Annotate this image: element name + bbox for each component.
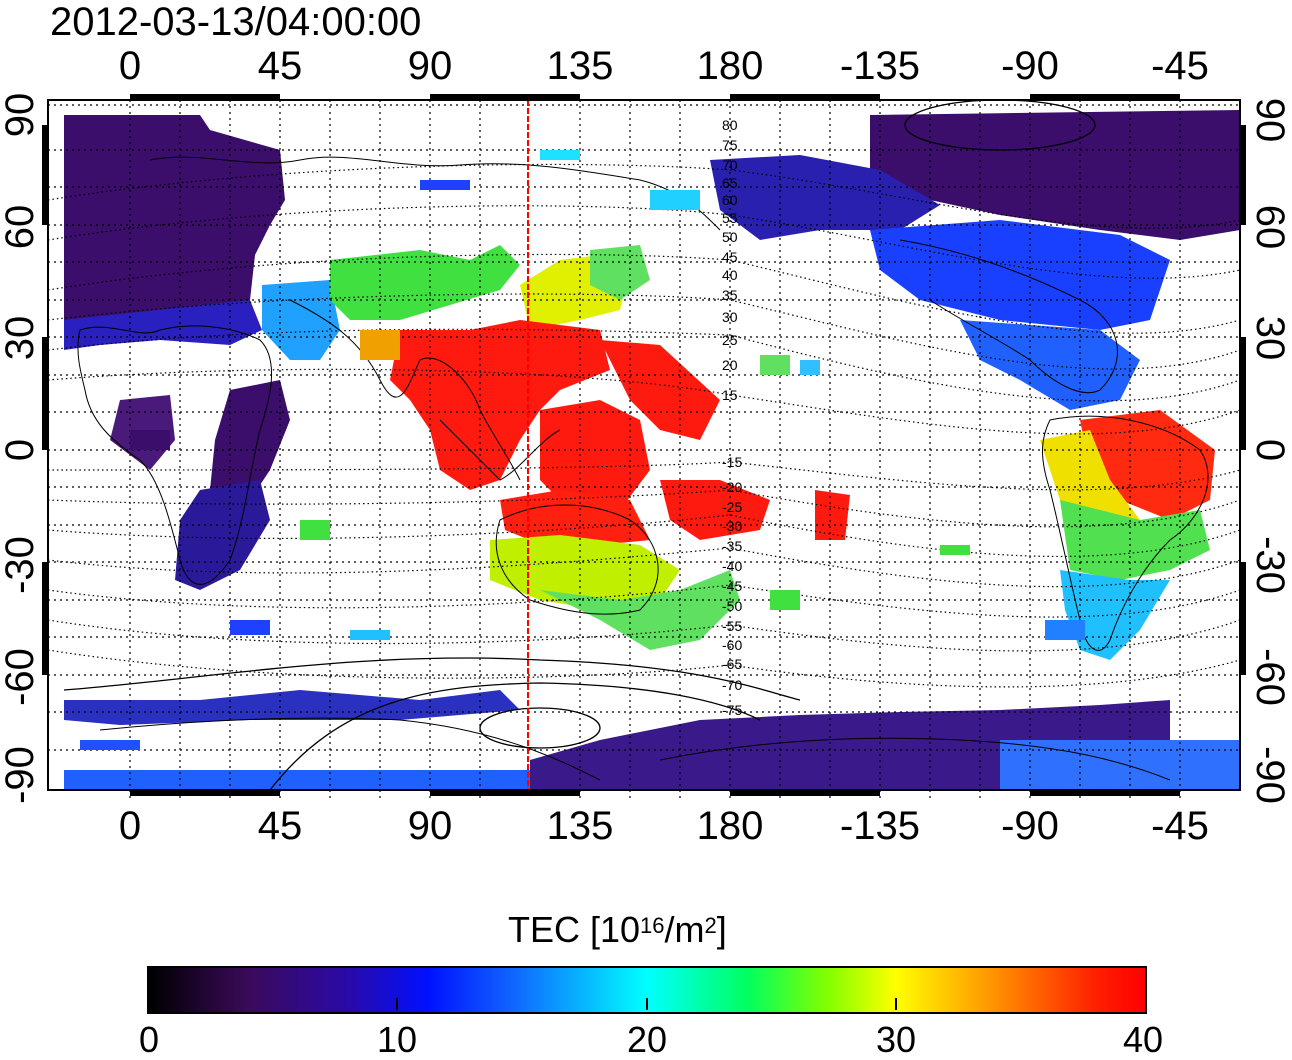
colorbar-title-exp2: 2 [704, 913, 717, 938]
contour-label: 45 [722, 249, 738, 265]
tec-region-south-america-south [1060, 570, 1170, 660]
top-lon-tick: 180 [696, 44, 764, 88]
colorbar-tickmark [895, 998, 897, 1010]
colorbar-tick: 20 [626, 1019, 668, 1060]
colorbar-tick: 10 [376, 1019, 418, 1060]
tec-region-alaska [710, 155, 940, 240]
contour-label: -15 [722, 454, 742, 470]
contour-label: 50 [722, 229, 738, 245]
contour-label: 25 [722, 332, 738, 348]
contour-label: 15 [722, 387, 738, 403]
bottom-lon-tick: -45 [1151, 804, 1209, 848]
tec-region-southern-ocean-east [1000, 740, 1240, 790]
colorbar-tick: 30 [875, 1019, 917, 1060]
contour-label: -70 [722, 677, 742, 693]
contour-label: 40 [722, 267, 738, 283]
top-lon-tick: 135 [546, 44, 614, 88]
colorbar-tick: 0 [138, 1019, 160, 1060]
axis-ticks [42, 94, 1246, 796]
coastlines [77, 156, 1209, 781]
contour-label: -40 [722, 558, 742, 574]
colorbar-title-prefix: TEC [10 [508, 909, 641, 950]
bottom-lon-tick: 45 [257, 804, 303, 848]
top-lon-tick: 45 [257, 44, 303, 88]
contour-label: 55 [722, 210, 738, 226]
top-lon-tick: -135 [839, 44, 921, 88]
contour-label: -55 [722, 618, 742, 634]
contour-label: -25 [722, 499, 742, 515]
contour-label: 30 [722, 309, 738, 325]
contour-label: -45 [722, 578, 742, 594]
contour-label: 60 [722, 192, 738, 208]
contour-label: -60 [722, 637, 742, 653]
tec-region-australia-north [500, 490, 650, 545]
top-lon-tick: -45 [1151, 44, 1209, 88]
colorbar-title-unit: /m [664, 909, 705, 950]
contour-label: 35 [722, 287, 738, 303]
tec-region-pacific-island-red [815, 490, 850, 540]
contour-label: -30 [722, 518, 742, 534]
tec-region-south-america-green [1060, 500, 1210, 580]
colorbar-tickmark [646, 998, 648, 1010]
tec-region-north-america-south [960, 320, 1140, 410]
tec-region-central-asia [330, 245, 520, 320]
tec-region-australia [490, 535, 680, 610]
contour-label: 70 [722, 157, 738, 173]
pole-contours [63, 100, 1096, 791]
contour-label: 80 [722, 117, 738, 133]
tec-region-southern-ocean [64, 770, 530, 790]
tec-region-north-america-north [870, 110, 1240, 240]
magnetic-contours [48, 163, 1240, 688]
bottom-lon-tick: -90 [1001, 804, 1059, 848]
tec-region-africa-south [175, 480, 270, 590]
tec-colorbar [147, 966, 1147, 1014]
tec-region-japan [590, 245, 650, 300]
bottom-lon-tick: 0 [118, 804, 142, 848]
contour-label: 65 [722, 175, 738, 191]
contour-labels: 80 75 70 65 60 55 50 45 40 35 30 25 20 1… [722, 117, 742, 718]
tec-region-north-america-mid [870, 220, 1170, 330]
tec-region-south-asia-red [390, 320, 610, 490]
contour-label: 20 [722, 357, 738, 373]
bottom-lon-tick: 180 [696, 804, 764, 848]
top-lon-tick: -90 [1001, 44, 1059, 88]
contour-label: -50 [722, 598, 742, 614]
tec-region-europe [64, 115, 285, 325]
graticule [48, 100, 1240, 800]
map-data-layer [48, 100, 1240, 800]
tec-region-antarctic-coast [64, 690, 520, 725]
top-lon-tick: 0 [118, 44, 142, 88]
contour-label: -35 [722, 538, 742, 554]
colorbar-title: TEC [1016/m2] [508, 910, 727, 950]
bottom-lon-tick: 135 [546, 804, 614, 848]
colorbar-title-suffix: ] [716, 909, 727, 950]
tec-region-europe-south [64, 300, 262, 350]
tec-region-pacific-east-red [660, 480, 770, 540]
contour-label: -20 [722, 479, 742, 495]
tec-region-south-america-yellow [1040, 430, 1140, 530]
top-lon-tick: 90 [407, 44, 453, 88]
contour-label: -75 [722, 702, 742, 718]
bottom-lon-tick: -135 [839, 804, 921, 848]
bottom-lon-tick: 90 [407, 804, 453, 848]
colorbar-title-exp: 16 [640, 913, 665, 938]
tec-region-pacific-red [540, 400, 650, 520]
contour-label: -65 [722, 656, 742, 672]
plot-title: 2012-03-13/04:00:00 [50, 0, 422, 44]
colorbar-tickmark [396, 998, 398, 1010]
colorbar-tick: 40 [1122, 1019, 1164, 1060]
scattered-tiles [80, 150, 1085, 750]
contour-label: 75 [722, 137, 738, 153]
tec-region-middle-east [262, 280, 340, 360]
